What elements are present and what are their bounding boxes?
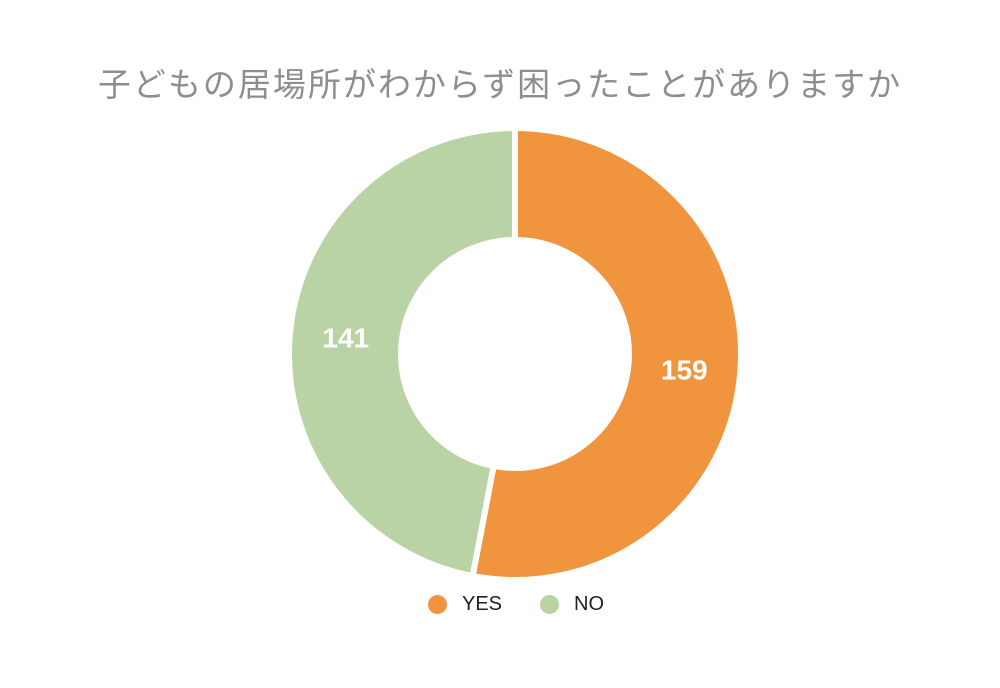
- legend-dot-yes: [427, 594, 447, 614]
- segment-value-label-no: 141: [322, 323, 369, 354]
- donut-segment-yes[interactable]: [469, 124, 744, 583]
- legend-item-no[interactable]: NO: [540, 594, 604, 614]
- legend-label-no: NO: [574, 593, 605, 615]
- legend-item-yes[interactable]: YES: [427, 593, 503, 615]
- chart-legend: YES NO: [427, 593, 604, 615]
- segment-value-label-yes: 159: [661, 354, 708, 385]
- chart-title: 子どもの居場所がわからず困ったことがありますか: [97, 66, 903, 103]
- donut-segment-no[interactable]: [286, 124, 518, 580]
- legend-label-yes: YES: [461, 593, 503, 615]
- legend-dot-no: [540, 594, 560, 614]
